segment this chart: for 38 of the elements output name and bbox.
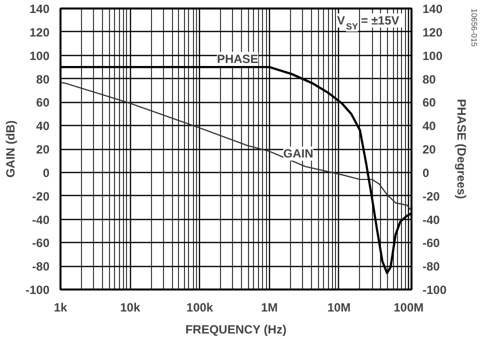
x-tick-label: 10M — [327, 300, 351, 314]
y2-tick-label: 20 — [422, 142, 436, 156]
y-tick-label: -40 — [32, 212, 50, 227]
y2-tick-label: 0 — [422, 166, 430, 180]
y2-tick-label: 60 — [422, 96, 436, 110]
y2-tick-label: 120 — [422, 25, 443, 40]
y-axis-title: GAIN (dB) — [3, 120, 18, 178]
y-tick-label: -100 — [25, 283, 50, 297]
y2-tick-label: -20 — [422, 189, 440, 204]
y-tick-label: 60 — [36, 96, 50, 110]
series-label: GAIN — [283, 146, 314, 161]
x-tick-label: 10k — [120, 300, 140, 314]
y-tick-label: -20 — [32, 189, 50, 204]
y-tick-label: 0 — [42, 166, 50, 180]
text: 10656-015 — [470, 8, 478, 48]
y-tick-label: -80 — [32, 260, 50, 274]
y2-tick-label: 40 — [422, 119, 436, 134]
y2-tick-label: -100 — [422, 283, 447, 297]
y2-tick-label: -40 — [422, 212, 440, 227]
y-tick-label: -60 — [32, 236, 50, 250]
y-tick-label: 100 — [29, 48, 50, 63]
y2-tick-label: -80 — [422, 260, 440, 274]
y2-tick-label: 100 — [422, 48, 443, 63]
y2-tick-label: 140 — [422, 2, 443, 16]
x-tick-label: 1M — [261, 300, 278, 314]
y2-axis-title: PHASE (Degrees) — [454, 98, 469, 200]
x-tick-label: 1k — [54, 300, 68, 314]
y2-tick-label: -60 — [422, 236, 440, 250]
y-tick-label: 40 — [36, 119, 50, 134]
x-tick-label: 100k — [186, 300, 214, 314]
y2-tick-label: 80 — [422, 72, 436, 86]
x-tick-label: 100M — [394, 300, 424, 314]
x-axis-title: FREQUENCY (Hz) — [185, 322, 286, 336]
y-tick-label: 120 — [29, 25, 50, 40]
y-tick-label: 80 — [36, 72, 50, 86]
y-tick-label: 20 — [36, 142, 50, 156]
series-label: PHASE — [216, 52, 258, 66]
y-tick-label: 140 — [29, 2, 50, 16]
